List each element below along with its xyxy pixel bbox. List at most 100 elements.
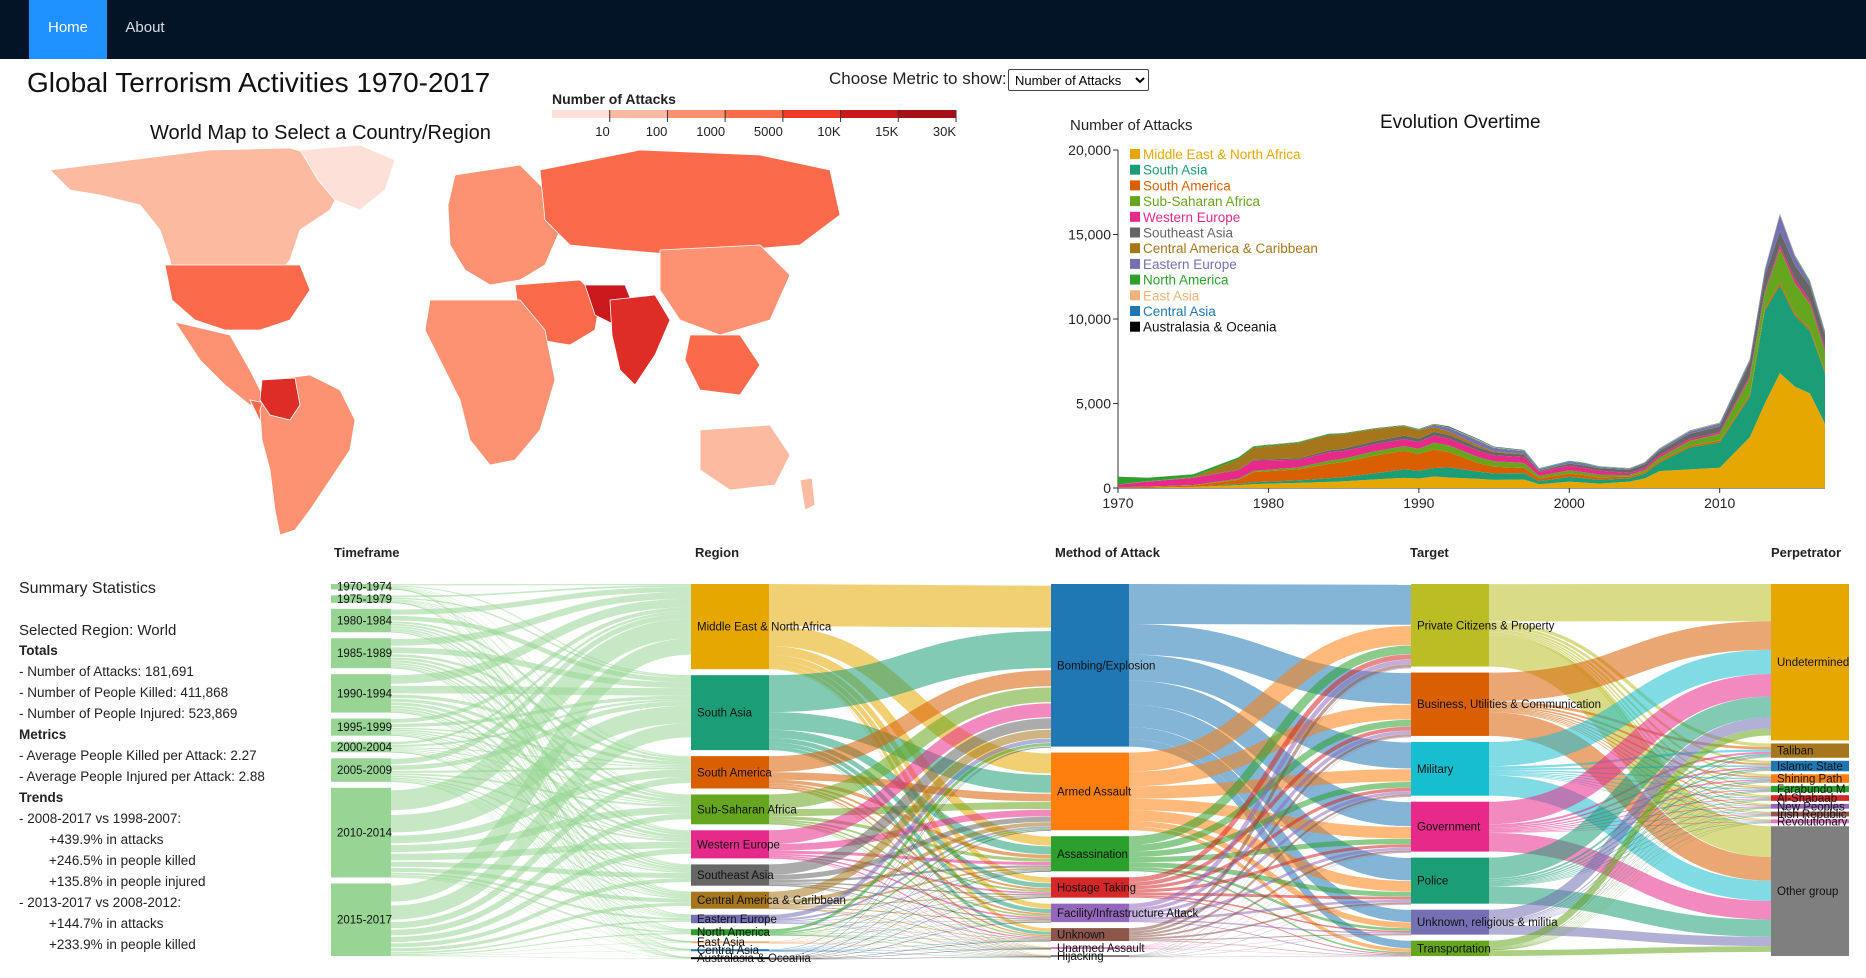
sankey-link[interactable] bbox=[390, 723, 692, 920]
sankey-link[interactable] bbox=[1488, 815, 1772, 951]
sankey-link[interactable] bbox=[1128, 736, 1412, 956]
map-russia[interactable] bbox=[539, 149, 841, 256]
sankey-link[interactable] bbox=[390, 878, 692, 948]
sankey-link[interactable] bbox=[768, 746, 1052, 950]
sankey-link[interactable] bbox=[768, 828, 1052, 934]
sankey-node[interactable] bbox=[1771, 811, 1849, 817]
sankey-node[interactable] bbox=[691, 794, 769, 825]
sankey-node[interactable] bbox=[331, 883, 391, 956]
sankey-link[interactable] bbox=[1128, 844, 1412, 893]
sankey-link[interactable] bbox=[390, 861, 692, 879]
sankey-link[interactable] bbox=[768, 871, 1052, 951]
sankey-link[interactable] bbox=[768, 729, 1052, 901]
sankey-link[interactable] bbox=[1488, 815, 1772, 886]
sankey-link[interactable] bbox=[390, 732, 692, 872]
sankey-link[interactable] bbox=[1128, 919, 1412, 934]
sankey-link[interactable] bbox=[768, 830, 1052, 951]
sankey-link[interactable] bbox=[768, 772, 1052, 802]
sankey-link[interactable] bbox=[390, 776, 692, 929]
sankey-node[interactable] bbox=[1771, 743, 1849, 758]
sankey-link[interactable] bbox=[768, 867, 1052, 906]
map-southeast-asia[interactable] bbox=[684, 334, 761, 396]
sankey-link[interactable] bbox=[1128, 667, 1412, 948]
sankey-node[interactable] bbox=[1051, 947, 1129, 950]
sankey-link[interactable] bbox=[1488, 791, 1772, 924]
sankey-node[interactable] bbox=[691, 929, 769, 936]
sankey-link[interactable] bbox=[1128, 787, 1412, 890]
sankey-link[interactable] bbox=[1128, 838, 1412, 863]
sankey-link[interactable] bbox=[1128, 734, 1412, 934]
sankey-node[interactable] bbox=[331, 718, 391, 736]
sankey-link[interactable] bbox=[390, 592, 692, 646]
sankey-link[interactable] bbox=[1488, 780, 1772, 883]
sankey-link[interactable] bbox=[390, 611, 692, 745]
sankey-link[interactable] bbox=[768, 703, 1052, 845]
sankey-link[interactable] bbox=[1128, 654, 1412, 883]
sankey-node[interactable] bbox=[1771, 774, 1849, 783]
sankey-link[interactable] bbox=[390, 666, 692, 917]
sankey-link[interactable] bbox=[768, 940, 1052, 960]
metric-select[interactable]: Number of Attacks bbox=[1008, 69, 1149, 91]
sankey-node[interactable] bbox=[1771, 819, 1849, 824]
sankey-link[interactable] bbox=[1128, 895, 1412, 933]
sankey-link[interactable] bbox=[768, 922, 1052, 950]
sankey-node[interactable] bbox=[331, 608, 391, 633]
sankey-node[interactable] bbox=[691, 957, 769, 960]
sankey-link[interactable] bbox=[390, 942, 692, 956]
sankey-link[interactable] bbox=[390, 618, 692, 811]
sankey-link[interactable] bbox=[768, 870, 1052, 935]
map-australia[interactable] bbox=[699, 424, 791, 491]
sankey-node[interactable] bbox=[331, 758, 391, 782]
sankey-link[interactable] bbox=[1128, 704, 1412, 881]
sankey-link[interactable] bbox=[768, 897, 1052, 944]
sankey-node[interactable] bbox=[691, 756, 769, 789]
sankey-link[interactable] bbox=[390, 773, 692, 807]
sankey-node[interactable] bbox=[1771, 584, 1849, 741]
sankey-link[interactable] bbox=[1128, 934, 1412, 950]
sankey-link[interactable] bbox=[768, 922, 1052, 960]
sankey-link[interactable] bbox=[390, 698, 692, 803]
map-usa[interactable] bbox=[164, 264, 311, 331]
sankey-link[interactable] bbox=[1128, 736, 1412, 948]
sankey-link[interactable] bbox=[1128, 623, 1412, 704]
sankey-link[interactable] bbox=[390, 694, 692, 765]
sankey-link[interactable] bbox=[1128, 948, 1412, 957]
sankey-link[interactable] bbox=[1128, 791, 1412, 915]
sankey-link[interactable] bbox=[768, 584, 1052, 628]
sankey-node[interactable] bbox=[1411, 940, 1489, 956]
sankey-link[interactable] bbox=[1488, 822, 1772, 887]
sankey-link[interactable] bbox=[1488, 674, 1772, 825]
sankey-link[interactable] bbox=[1128, 933, 1412, 941]
map-china[interactable] bbox=[659, 244, 791, 336]
sankey-node[interactable] bbox=[1051, 877, 1129, 898]
sankey-link[interactable] bbox=[1128, 625, 1412, 772]
sankey-node[interactable] bbox=[331, 741, 391, 753]
sankey-node[interactable] bbox=[331, 674, 391, 713]
sankey-link[interactable] bbox=[1128, 934, 1412, 958]
sankey-link[interactable] bbox=[390, 712, 692, 958]
sankey-link[interactable] bbox=[768, 956, 1052, 960]
sankey-link[interactable] bbox=[768, 738, 1052, 919]
sankey-node[interactable] bbox=[691, 914, 769, 924]
map-india[interactable] bbox=[609, 294, 671, 386]
sankey-link[interactable] bbox=[390, 902, 692, 952]
sankey-node[interactable] bbox=[691, 941, 769, 944]
sankey-link[interactable] bbox=[390, 735, 692, 950]
nav-about-link[interactable]: About bbox=[125, 19, 165, 36]
sankey-node[interactable] bbox=[1411, 909, 1489, 935]
sankey-link[interactable] bbox=[1488, 696, 1772, 879]
sankey-node[interactable] bbox=[1771, 785, 1849, 793]
sankey-link[interactable] bbox=[768, 687, 1052, 810]
sankey-link[interactable] bbox=[1128, 583, 1412, 625]
sankey-node[interactable] bbox=[331, 787, 391, 878]
sankey-link[interactable] bbox=[768, 742, 1052, 933]
sankey-link[interactable] bbox=[1488, 701, 1772, 750]
sankey-link[interactable] bbox=[390, 585, 692, 677]
sankey-link[interactable] bbox=[1488, 756, 1772, 949]
sankey-link[interactable] bbox=[768, 826, 1052, 921]
sankey-link[interactable] bbox=[1128, 852, 1412, 949]
sankey-link[interactable] bbox=[1488, 791, 1772, 950]
sankey-node[interactable] bbox=[1411, 584, 1489, 667]
sankey-link[interactable] bbox=[1128, 794, 1412, 936]
